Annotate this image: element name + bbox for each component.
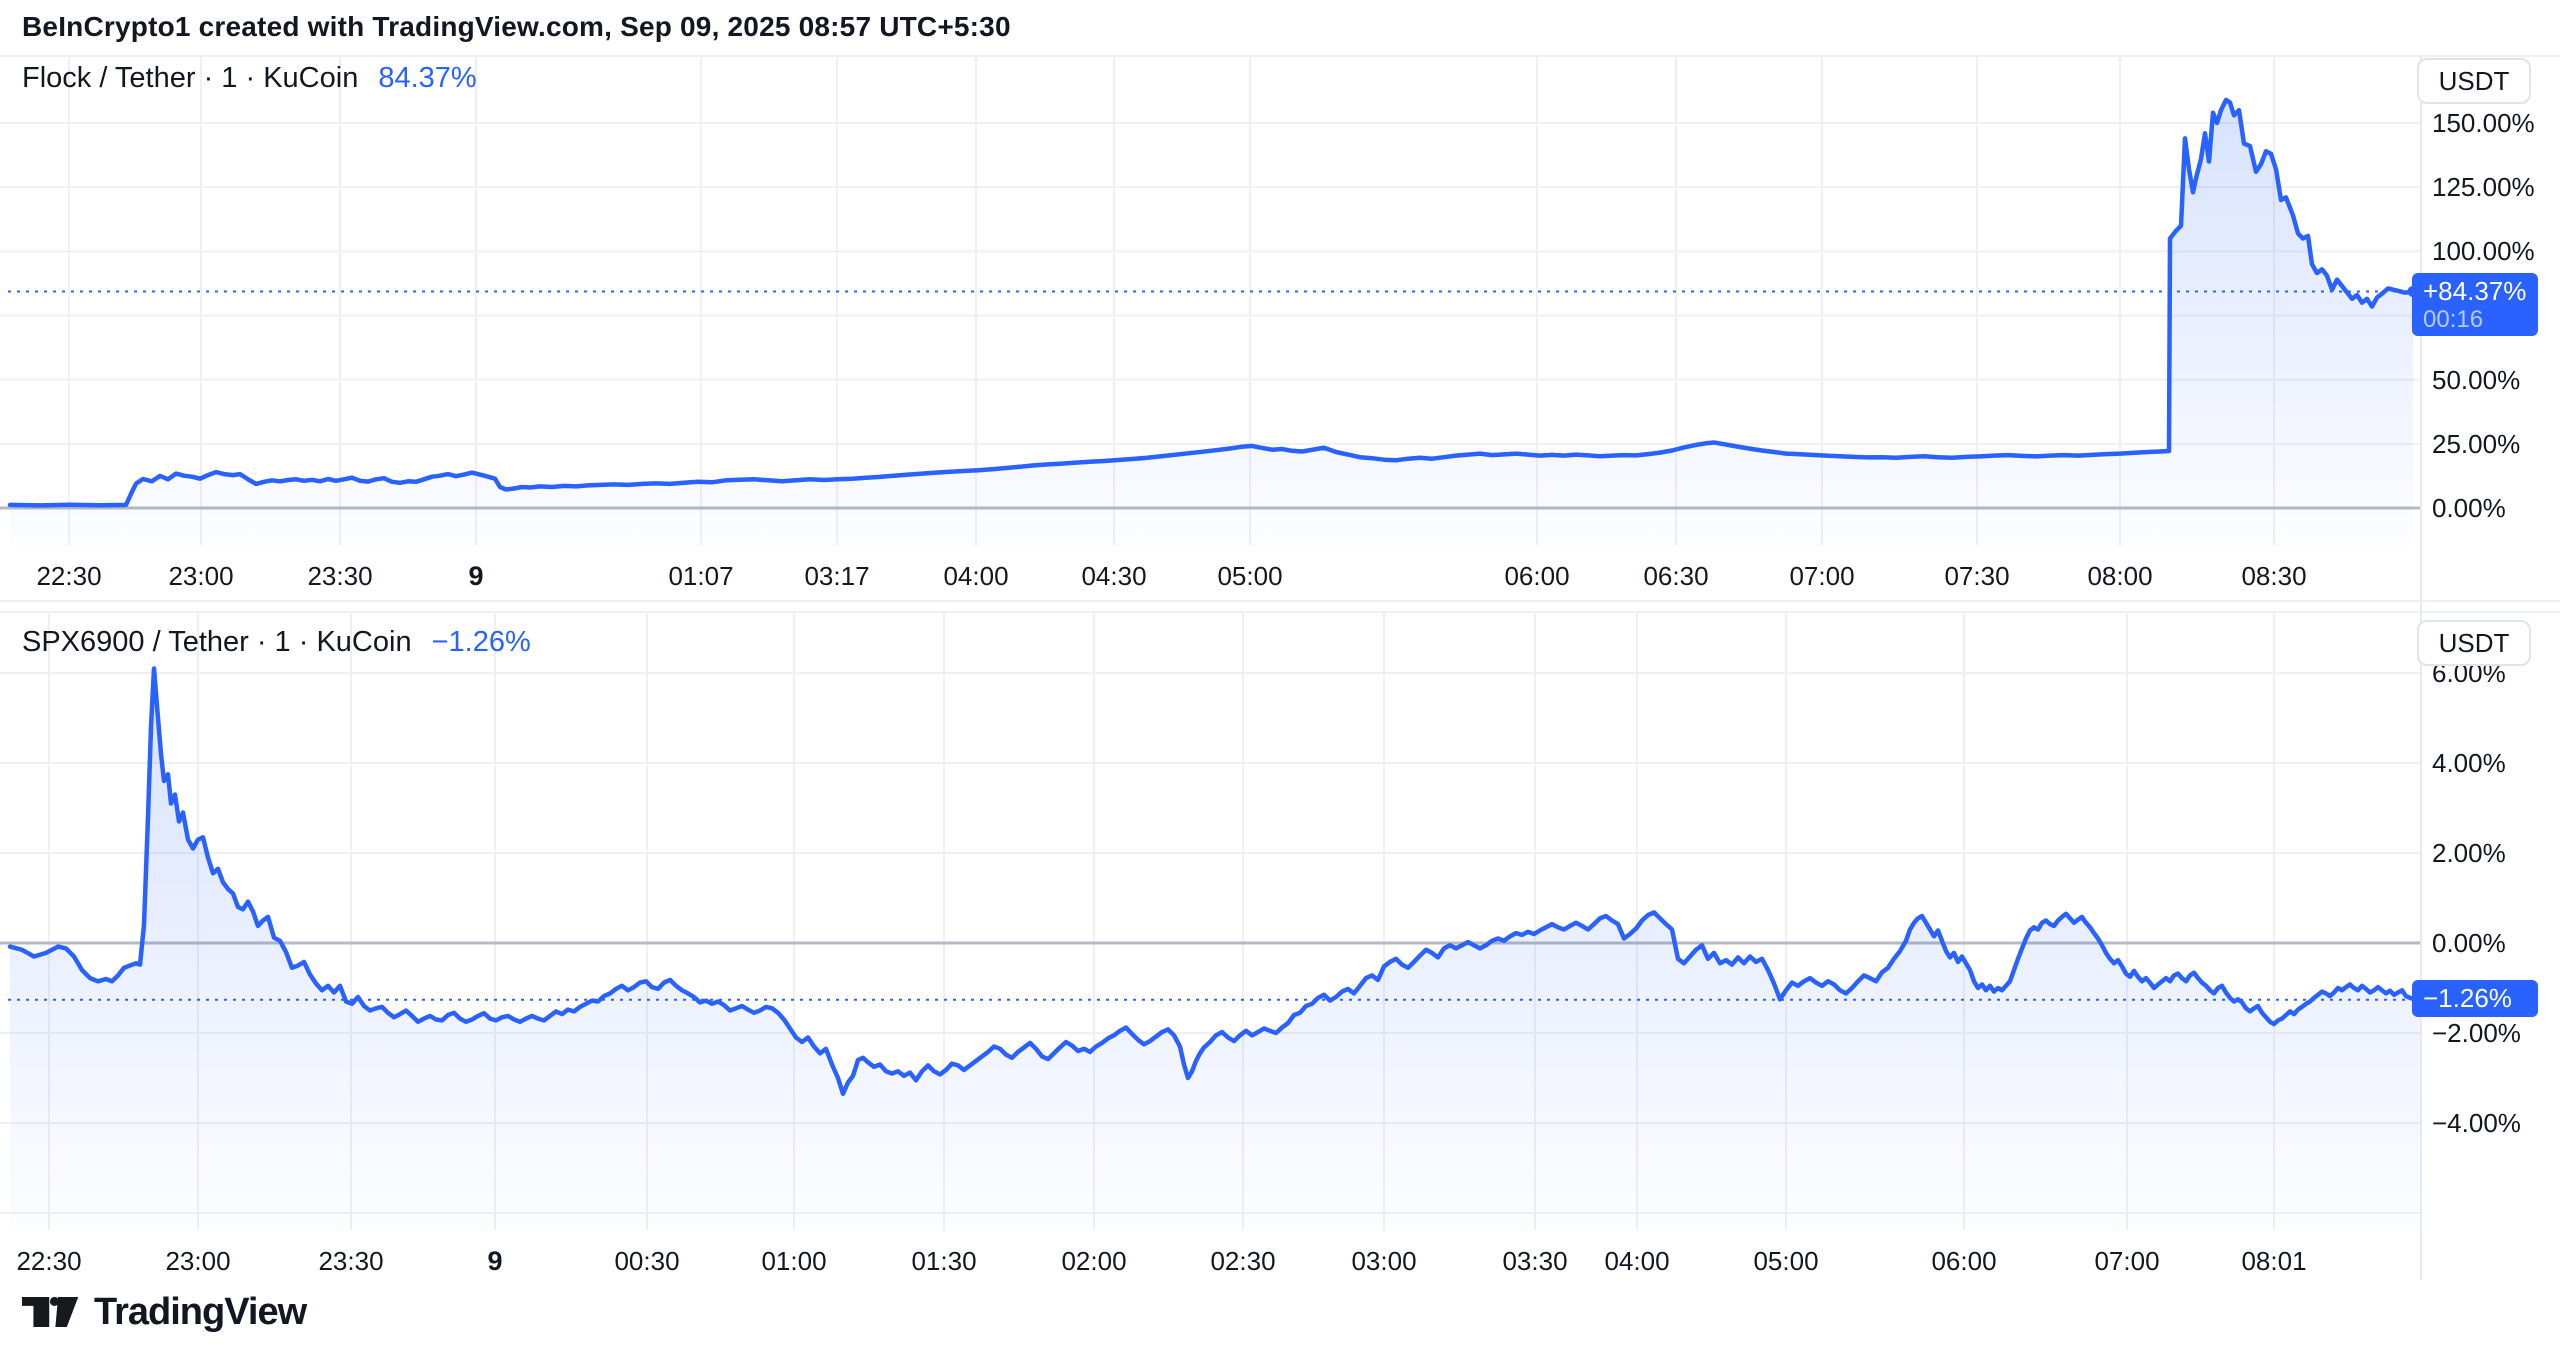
time-axis-flock[interactable]: 22:30 23:00 23:30 9 01:07 03:17 04:00 04:30 05:0… bbox=[0, 545, 2560, 600]
time-axis-spx6900[interactable]: 22:30 23:00 23:30 9 00:30 01:00 01:30 02:00 02:3… bbox=[0, 1230, 2560, 1280]
symbol-title-flock[interactable]: Flock / Tether · 1 · KuCoin 84.37% bbox=[22, 62, 477, 95]
header-divider bbox=[0, 55, 2560, 57]
x-axis-label: 04:00 bbox=[1604, 1246, 1670, 1276]
x-axis-label: 23:30 bbox=[318, 1246, 384, 1276]
x-axis-label: 02:30 bbox=[1210, 1246, 1276, 1276]
chart-pane-flock: Flock / Tether · 1 · KuCoin 84.37% USDT 2… bbox=[0, 56, 2560, 600]
x-axis-label: 03:00 bbox=[1351, 1246, 1417, 1276]
y-axis-label: 100.00% bbox=[2432, 236, 2535, 267]
chart-pane-spx6900: SPX6900 / Tether · 1 · KuCoin −1.26% USDT… bbox=[0, 612, 2560, 1280]
x-axis-label: 07:00 bbox=[2094, 1246, 2160, 1276]
x-axis-label: 01:30 bbox=[911, 1246, 977, 1276]
x-axis-label: 04:30 bbox=[1081, 561, 1147, 591]
badge-price-text: −1.26% bbox=[2423, 983, 2512, 1013]
y-axis-label: 50.00% bbox=[2432, 364, 2521, 395]
x-axis-label: 08:01 bbox=[2241, 1246, 2307, 1276]
x-axis-label: 05:00 bbox=[1753, 1246, 1819, 1276]
x-axis-label: 04:00 bbox=[943, 561, 1009, 591]
symbol-title-spx6900[interactable]: SPX6900 / Tether · 1 · KuCoin −1.26% bbox=[22, 626, 531, 659]
x-axis-label: 02:00 bbox=[1061, 1246, 1127, 1276]
y-axis-label: −2.00% bbox=[2432, 1018, 2521, 1048]
x-axis-label: 23:00 bbox=[168, 561, 234, 591]
x-axis-label: 22:30 bbox=[36, 561, 102, 591]
symbol-name[interactable]: SPX6900 / Tether · 1 · KuCoin bbox=[22, 626, 412, 658]
y-axis-label: −4.00% bbox=[2432, 1108, 2521, 1138]
change-percent: 84.37% bbox=[378, 62, 477, 94]
x-axis-label: 05:00 bbox=[1217, 561, 1283, 591]
pane-divider-top[interactable] bbox=[0, 600, 2560, 602]
x-axis-label: 00:30 bbox=[614, 1246, 680, 1276]
y-axis-label: 25.00% bbox=[2432, 428, 2521, 459]
price-chart-flock[interactable] bbox=[0, 56, 2560, 545]
symbol-name[interactable]: Flock / Tether · 1 · KuCoin bbox=[22, 62, 359, 94]
x-axis-label: 03:30 bbox=[1502, 1246, 1568, 1276]
x-axis-label: 06:30 bbox=[1643, 561, 1709, 591]
x-axis-label: 08:00 bbox=[2087, 561, 2153, 591]
x-axis-label: 07:00 bbox=[1789, 561, 1855, 591]
price-line[interactable] bbox=[7, 97, 2416, 508]
y-axis-label: 0.00% bbox=[2432, 493, 2506, 523]
x-axis-label: 9 bbox=[487, 1246, 503, 1276]
x-axis-label: 06:00 bbox=[1504, 561, 1570, 591]
y-axis-label: 150.00% bbox=[2432, 107, 2535, 138]
x-axis-label: 03:17 bbox=[804, 561, 870, 591]
pane-divider-bottom[interactable] bbox=[0, 611, 2560, 613]
x-axis-label: 01:00 bbox=[761, 1246, 827, 1276]
x-axis-label: 23:00 bbox=[165, 1246, 231, 1276]
badge-price-text: +84.37% bbox=[2423, 276, 2527, 306]
x-axis-label: 9 bbox=[468, 561, 484, 591]
price-line[interactable] bbox=[7, 666, 2423, 1097]
price-axis-border bbox=[2420, 56, 2422, 1280]
tradingview-icon bbox=[22, 1296, 79, 1327]
currency-button[interactable]: USDT bbox=[2417, 620, 2531, 666]
area-fill bbox=[10, 668, 2420, 1230]
badge-countdown-text: 00:16 bbox=[2423, 306, 2484, 333]
x-axis-label: 07:30 bbox=[1944, 561, 2010, 591]
tradingview-logo[interactable]: TradingView bbox=[22, 1291, 307, 1333]
last-price-badge: +84.37% 00:16 bbox=[2412, 273, 2538, 336]
x-axis-label: 01:07 bbox=[668, 561, 734, 591]
area-fill bbox=[10, 99, 2413, 545]
y-axis-label: 2.00% bbox=[2432, 838, 2506, 868]
price-chart-spx6900[interactable] bbox=[0, 612, 2560, 1230]
x-axis-label: 08:30 bbox=[2241, 561, 2307, 591]
header-attribution: BeInCrypto1 created with TradingView.com… bbox=[22, 11, 1011, 42]
tradingview-wordmark: TradingView bbox=[94, 1291, 307, 1333]
change-percent: −1.26% bbox=[431, 626, 531, 658]
x-axis-label: 23:30 bbox=[307, 561, 373, 591]
y-axis-label: 125.00% bbox=[2432, 172, 2535, 203]
x-axis-label: 06:00 bbox=[1931, 1246, 1997, 1276]
y-axis-label: 0.00% bbox=[2432, 928, 2506, 958]
y-axis-label: 4.00% bbox=[2432, 748, 2506, 778]
x-axis-label: 22:30 bbox=[16, 1246, 82, 1276]
currency-button[interactable]: USDT bbox=[2417, 58, 2531, 104]
last-price-badge: −1.26% bbox=[2412, 980, 2538, 1017]
